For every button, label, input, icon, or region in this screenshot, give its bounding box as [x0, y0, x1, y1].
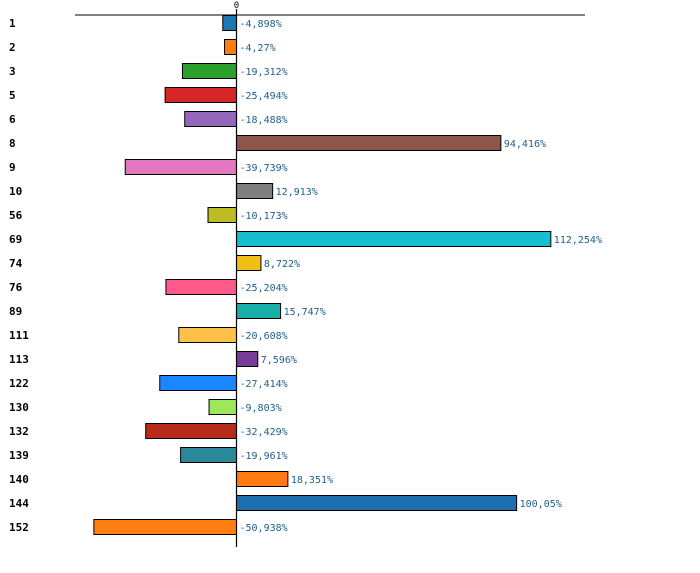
category-label-6: 6 [9, 113, 16, 126]
bar-8 [236, 135, 502, 151]
bar-74 [236, 255, 262, 271]
bars-group [93, 15, 552, 535]
category-label-9: 9 [9, 161, 16, 174]
value-label-3: -19,312% [240, 67, 288, 78]
value-label-132: -32,429% [240, 427, 288, 438]
value-label-144: 100,05% [520, 499, 562, 510]
bar-144 [236, 495, 518, 511]
category-labels-group: 1235689105669747689111113122130132139140… [9, 17, 29, 534]
category-label-130: 130 [9, 401, 29, 414]
bar-3 [181, 63, 238, 79]
value-label-111: -20,608% [240, 331, 288, 342]
category-label-111: 111 [9, 329, 29, 342]
value-label-6: -18,488% [240, 115, 288, 126]
category-label-10: 10 [9, 185, 22, 198]
category-label-139: 139 [9, 449, 29, 462]
bar-139 [180, 447, 238, 463]
value-label-74: 8,722% [264, 259, 300, 270]
category-label-76: 76 [9, 281, 23, 294]
bar-152 [93, 519, 237, 535]
bar-122 [159, 375, 237, 391]
bar-132 [145, 423, 238, 439]
value-label-113: 7,596% [261, 355, 297, 366]
value-label-9: -39,739% [240, 163, 288, 174]
value-label-140: 18,351% [291, 475, 333, 486]
value-label-1: -4,898% [240, 19, 282, 30]
value-label-76: -25,204% [240, 283, 288, 294]
category-label-69: 69 [9, 233, 22, 246]
zero-tick-label: 0 [234, 1, 239, 11]
bar-76 [165, 279, 237, 295]
category-label-8: 8 [9, 137, 16, 150]
category-label-56: 56 [9, 209, 23, 222]
value-label-130: -9,803% [240, 403, 282, 414]
bar-69 [236, 231, 552, 247]
bar-89 [236, 303, 282, 319]
value-labels-group: -4,898% -4,27% -19,312% -25,494% -18,488% 94,… [240, 19, 602, 534]
category-label-2: 2 [9, 41, 16, 54]
value-label-139: -19,961% [240, 451, 288, 462]
bar-140 [236, 471, 289, 487]
category-label-122: 122 [9, 377, 29, 390]
category-label-140: 140 [9, 473, 29, 486]
value-label-8: 94,416% [504, 139, 546, 150]
category-label-74: 74 [9, 257, 23, 270]
bar-56 [207, 207, 237, 223]
bar-113 [236, 351, 259, 367]
value-label-89: 15,747% [284, 307, 326, 318]
value-label-2: -4,27% [240, 43, 276, 54]
value-label-5: -25,494% [240, 91, 288, 102]
value-label-122: -27,414% [240, 379, 288, 390]
value-label-10: 12,913% [276, 187, 318, 198]
category-label-132: 132 [9, 425, 29, 438]
bar-2 [224, 39, 238, 55]
value-label-69: 112,254% [554, 235, 602, 246]
bar-6 [184, 111, 237, 127]
bar-5 [164, 87, 238, 103]
bar-9 [124, 159, 237, 175]
category-label-152: 152 [9, 521, 29, 534]
bar-1 [222, 15, 237, 31]
category-label-89: 89 [9, 305, 22, 318]
category-label-5: 5 [9, 89, 16, 102]
bar-111 [178, 327, 238, 343]
value-label-56: -10,173% [240, 211, 288, 222]
category-label-144: 144 [9, 497, 29, 510]
bar-130 [208, 399, 238, 415]
category-label-113: 113 [9, 353, 29, 366]
bar-10 [236, 183, 274, 199]
category-label-1: 1 [9, 17, 16, 30]
category-label-3: 3 [9, 65, 16, 78]
value-label-152: -50,938% [240, 523, 288, 534]
